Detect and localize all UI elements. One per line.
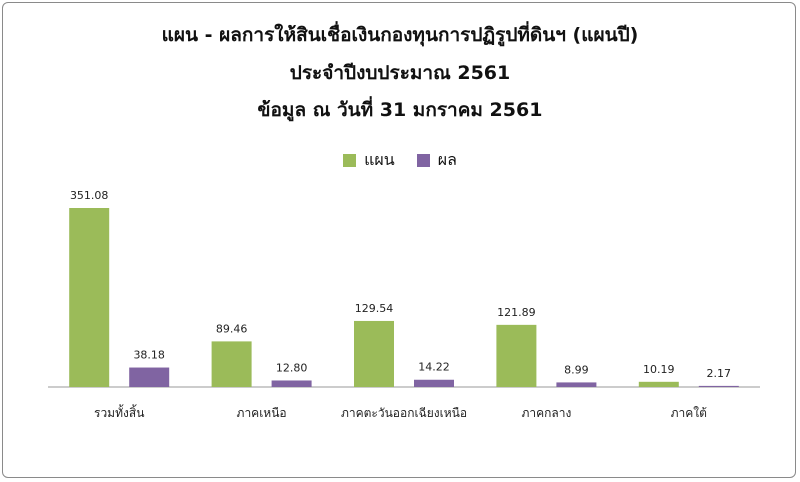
data-label-result-0: 38.18 xyxy=(133,349,165,362)
category-label-0: รวมทั้งสิ้น xyxy=(94,404,144,420)
data-label-result-2: 14.22 xyxy=(418,361,450,374)
bar-result-1 xyxy=(271,380,312,387)
legend-item-result: ผล xyxy=(416,148,457,173)
legend-swatch-result xyxy=(416,154,430,167)
chart-title: แผน - ผลการให้สินเชื่อเงินกองทุนการปฏิรู… xyxy=(161,24,639,46)
bar-result-0 xyxy=(129,367,170,387)
bar-result-3 xyxy=(556,382,597,387)
data-label-plan-1: 89.46 xyxy=(216,322,248,335)
data-label-plan-3: 121.89 xyxy=(497,306,536,319)
chart-subtitle-date: ข้อมูล ณ วันที่ 31 มกราคม 2561 xyxy=(257,99,543,121)
legend-item-plan: แผน xyxy=(343,148,395,173)
data-label-result-1: 12.80 xyxy=(276,361,308,374)
category-label-2: ภาคตะวันออกเฉียงเหนือ xyxy=(341,406,467,420)
bar-result-4 xyxy=(698,385,739,387)
legend-label-plan: แผน xyxy=(364,150,395,169)
data-label-result-3: 8.99 xyxy=(564,363,589,376)
category-label-1: ภาคเหนือ xyxy=(237,406,287,420)
legend-label-result: ผล xyxy=(437,150,457,169)
bar-plan-0 xyxy=(69,208,110,387)
bar-plan-4 xyxy=(638,381,679,387)
bar-plan-2 xyxy=(354,320,394,387)
category-label-4: ภาคใต้ xyxy=(671,406,707,420)
bar-result-2 xyxy=(414,379,454,387)
data-label-result-4: 2.17 xyxy=(707,367,732,380)
bar-plan-3 xyxy=(496,324,537,387)
category-label-3: ภาคกลาง xyxy=(521,406,571,420)
bar-plan-1 xyxy=(211,341,252,387)
chart-subtitle-year: ประจำปีงบประมาณ 2561 xyxy=(289,62,511,84)
chart-legend: แผน ผล xyxy=(0,148,800,173)
data-label-plan-2: 129.54 xyxy=(355,302,394,315)
data-label-plan-0: 351.08 xyxy=(70,189,109,202)
data-label-plan-4: 10.19 xyxy=(643,363,675,376)
legend-swatch-plan xyxy=(343,154,357,167)
